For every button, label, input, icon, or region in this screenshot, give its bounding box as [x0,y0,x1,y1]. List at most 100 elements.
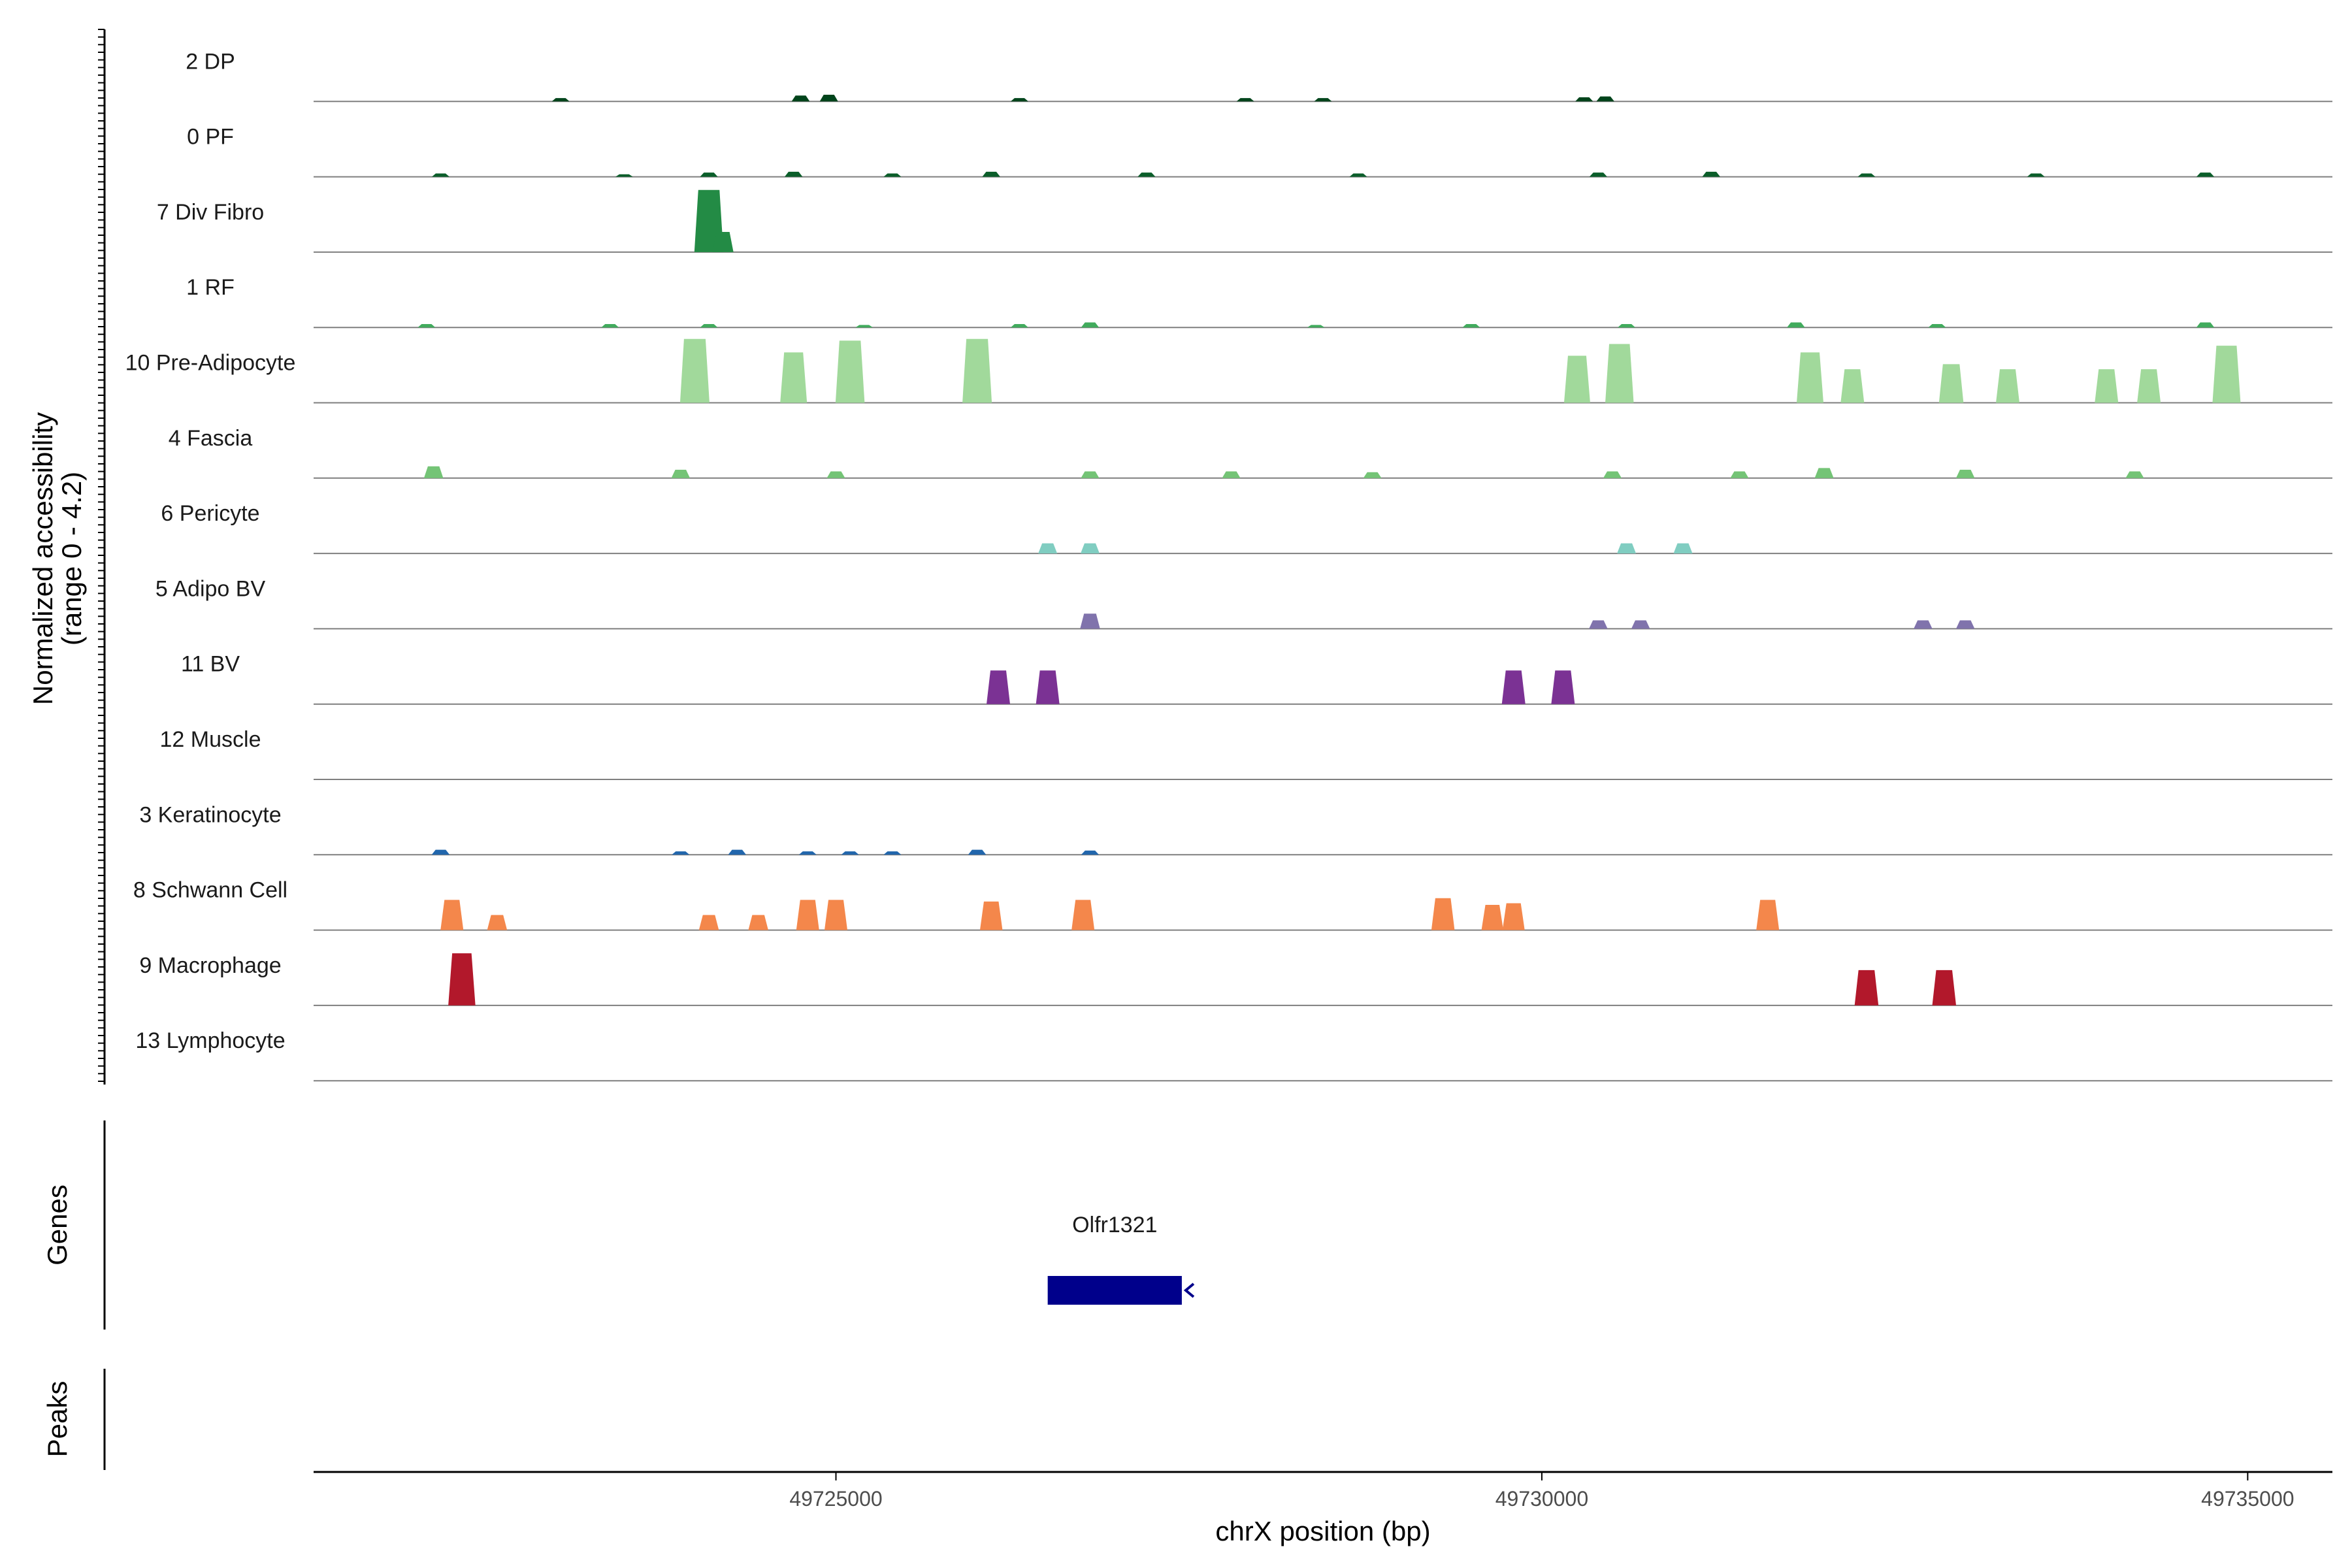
coverage-peak [1551,670,1575,704]
coverage-peak [1618,324,1636,328]
x-axis-label: chrX position (bp) [1215,1516,1430,1546]
coverage-peak [1081,850,1100,855]
track-label: 11 BV [181,652,240,677]
coverage-peak [798,851,817,855]
coverage-peak [1617,543,1637,554]
coverage-peak [1222,471,1241,478]
track-label: 2 DP [186,49,235,74]
coverage-peak [1796,352,1823,403]
coverage-peak [1787,322,1805,328]
gene-label: Olfr1321 [1072,1213,1157,1237]
coverage-peak [835,340,865,403]
coverage-peak [1673,543,1693,554]
coverage-peak [1563,355,1590,403]
coverage-peak [1756,900,1780,930]
coverage-peak [2125,471,2144,478]
coverage-peak [1730,471,1749,478]
coverage-peak [487,915,508,930]
coverage-peak [987,670,1011,704]
coverage-peak [1081,471,1100,478]
coverage-peak [1575,97,1593,102]
track-label: 3 Keratinocyte [139,802,281,827]
coverage-peak [698,915,719,930]
coverage-peak [1481,905,1504,930]
coverage-peak [1596,96,1614,102]
coverage-peak [968,849,987,855]
track: 8 Schwann Cell [133,878,2332,931]
track: 1 RF [186,275,2332,329]
coverage-peak [1038,543,1058,554]
x-tick-label: 49730000 [1495,1487,1588,1511]
coverage-peak [1928,324,1946,328]
coverage-peak [672,851,690,855]
track-label: 10 Pre-Adipocyte [125,351,296,376]
coverage-peak [1996,369,2020,403]
coverage-peak [1840,369,1865,403]
coverage-peak [1914,620,1933,629]
coverage-peak [883,851,902,855]
coverage-peak [2196,172,2215,177]
x-axis-ticks: 49725000 49730000 49735000 [789,1472,2295,1511]
coverage-peak [841,851,859,855]
track-label: 13 Lymphocyte [135,1028,285,1053]
track: 9 Macrophage [139,953,2332,1006]
coverage-peak [1314,98,1332,102]
coverage-peak [1932,970,1957,1005]
peaks-panel-label: Peaks [42,1381,73,1458]
track: 2 DP [186,49,2332,103]
coverage-peak [748,915,768,930]
coverage-peak [780,352,808,403]
coverage-peak [448,953,476,1005]
gene-annotations: Olfr1321 [1047,1213,1195,1305]
coverage-peak [1081,322,1100,328]
coverage-peak [1857,173,1876,177]
track-label: 4 Fascia [169,426,253,451]
track-panels: 2 DP 0 PF 7 Div Fibro 1 RF 10 Pre-Adipocyte 4… [125,49,2332,1082]
coverage-peak [1702,171,1720,177]
coverage-peak [982,171,1000,177]
coverage-peak [1501,670,1526,704]
gene-body [1047,1276,1182,1305]
y-axis-label-line1: Normalized accessibility [27,412,58,705]
coverage-peak [1349,173,1367,177]
coverage-peak [1071,900,1095,930]
coverage-peak [826,471,845,478]
coverage-peak [1431,898,1455,930]
coverage-peak [2095,369,2119,403]
track: 4 Fascia [169,426,2332,479]
coverage-peak [1363,472,1382,478]
coverage-peak [1307,325,1325,328]
track: 12 Muscle [160,727,2332,780]
coverage-peak [431,849,450,855]
coverage-peak [1938,364,1964,403]
coverage-peak [431,173,449,177]
coverage-peak [1955,620,1975,629]
genes-panel-label: Genes [42,1184,73,1266]
coverage-peak [819,95,838,102]
track: 7 Div Fibro [157,189,2332,253]
coverage-peak [671,469,691,478]
track-label: 8 Schwann Cell [133,878,287,903]
coverage-peak [1080,613,1100,629]
coverage-peak [784,171,803,177]
coverage-peak [1589,620,1608,629]
track-label: 9 Macrophage [139,953,281,978]
coverage-peak [712,232,734,252]
track-label: 12 Muscle [160,727,261,752]
coverage-peak [700,324,718,328]
coverage-peak [1236,98,1254,102]
coverage-peak [1814,468,1834,478]
coverage-peak [1462,324,1480,328]
coverage-peak [417,324,436,328]
coverage-peak [551,98,570,102]
track: 6 Pericyte [161,501,2332,555]
y-axis-label-line2: (range 0 - 4.2) [56,472,87,645]
coverage-peak [2027,173,2045,177]
coverage-peak [2196,322,2215,328]
coverage-peak [440,900,464,930]
strand-arrow-icon [1183,1282,1195,1298]
coverage-peak [1502,903,1525,930]
track-label: 5 Adipo BV [155,576,266,601]
coverage-peak [1603,471,1622,478]
